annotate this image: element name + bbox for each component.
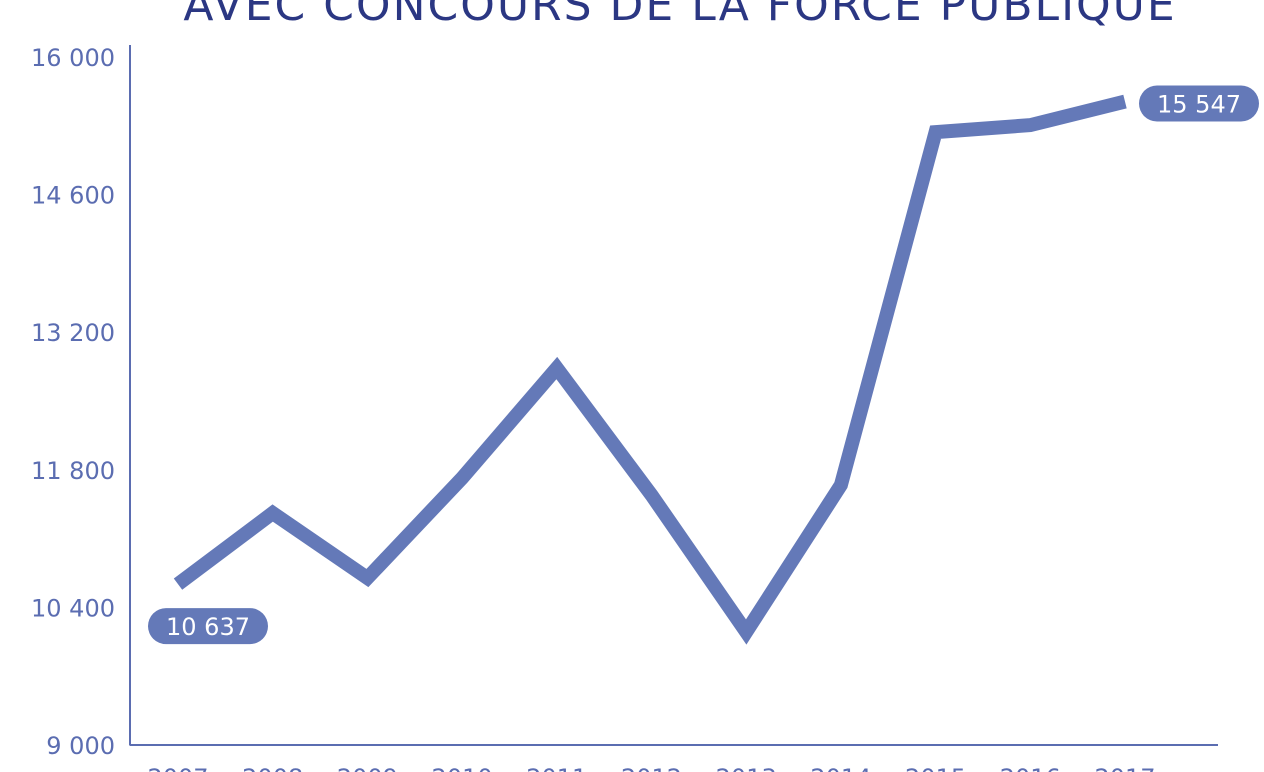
x-tick-label: 2016 [1000,764,1061,772]
x-tick-label: 2010 [432,764,493,772]
y-tick-label: 9 000 [46,732,115,760]
x-tick-label: 2011 [526,764,587,772]
x-tick-label: 2009 [337,764,398,772]
x-tick-label: 2017 [1094,764,1155,772]
y-tick-label: 16 000 [31,44,115,72]
value-label: 15 547 [1157,91,1241,119]
y-tick-label: 14 600 [31,182,115,210]
y-tick-label: 11 800 [31,457,115,485]
x-tick-label: 2008 [242,764,303,772]
line [173,94,1127,645]
value-label-bg [148,608,268,645]
chart-title: AVEC CONCOURS DE LA FORCE PUBLIQUE [183,0,1176,31]
value-label: 10 637 [166,613,250,641]
value-label-bg [1139,85,1259,122]
y-tick-label: 10 400 [31,594,115,622]
y-tick-label: 13 200 [31,319,115,347]
x-tick-label: 2015 [905,764,966,772]
x-tick-label: 2007 [147,764,208,772]
x-tick-label: 2013 [716,764,777,772]
x-tick-label: 2014 [810,764,871,772]
x-tick-label: 2012 [621,764,682,772]
